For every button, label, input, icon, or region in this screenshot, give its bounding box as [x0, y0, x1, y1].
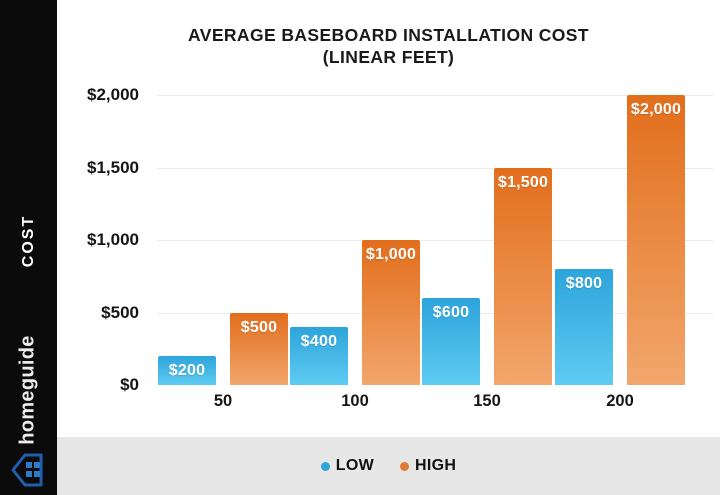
bar-low-150: $600 [422, 298, 480, 385]
chart-title-line1: AVERAGE BASEBOARD INSTALLATION COST [188, 25, 589, 45]
x-tick-label-200: 200 [606, 392, 634, 410]
gridline-1000 [157, 240, 713, 241]
bar-high-100: $1,000 [362, 240, 420, 385]
bar-value-label: $400 [300, 333, 338, 350]
y-tick-label-2000: $2,000 [87, 85, 139, 104]
chart-title: AVERAGE BASEBOARD INSTALLATION COST (LIN… [57, 24, 720, 68]
legend-label-low: LOW [335, 457, 375, 474]
chart-title-line2: (LINEAR FEET) [322, 47, 455, 67]
legend-label-high: HIGH [415, 457, 457, 474]
homeguide-wordmark: homeguide [16, 335, 39, 445]
homeguide-house-icon [11, 453, 43, 487]
gridline-1500 [157, 167, 713, 169]
bar-value-label: $200 [168, 362, 206, 379]
bar-value-label: $500 [240, 318, 278, 336]
x-tick-label-50: 50 [213, 392, 233, 410]
sidebar: COST homeguide [0, 0, 57, 495]
bar-value-label: $1,000 [365, 246, 417, 263]
y-tick-label-1000: $1,000 [87, 230, 139, 249]
legend-dot-low-icon [320, 461, 330, 471]
bar-value-label: $600 [432, 304, 470, 321]
bar-low-100: $400 [290, 327, 348, 385]
x-tick-label-150: 150 [473, 392, 501, 410]
gridline-2000 [157, 95, 713, 96]
legend-dot-high-icon [400, 461, 410, 471]
bar-value-label: $1,500 [497, 173, 549, 191]
bar-low-200: $800 [555, 269, 613, 385]
bar-high-50: $500 [230, 312, 288, 385]
bar-high-150: $1,500 [494, 167, 552, 385]
x-tick-label-100: 100 [341, 392, 369, 410]
bar-high-200: $2,000 [627, 95, 685, 385]
legend-item-high: HIGH [400, 457, 456, 475]
y-tick-label-0: $0 [120, 375, 139, 394]
bar-value-label: $2,000 [630, 101, 682, 118]
y-tick-label-500: $500 [101, 302, 139, 322]
bar-value-label: $800 [565, 275, 603, 292]
legend-item-low: LOW [320, 457, 375, 475]
y-tick-label-1500: $1,500 [87, 157, 139, 177]
bar-low-50: $200 [158, 356, 216, 385]
plot-area: $0 $500 $1,000 $1,500 $2,000 $200 $500 50 $400 $1… [57, 0, 720, 495]
legend-strip: LOW HIGH [57, 437, 720, 495]
y-axis-title: COST [20, 214, 37, 268]
chart-panel: AVERAGE BASEBOARD INSTALLATION COST (LIN… [57, 0, 720, 495]
